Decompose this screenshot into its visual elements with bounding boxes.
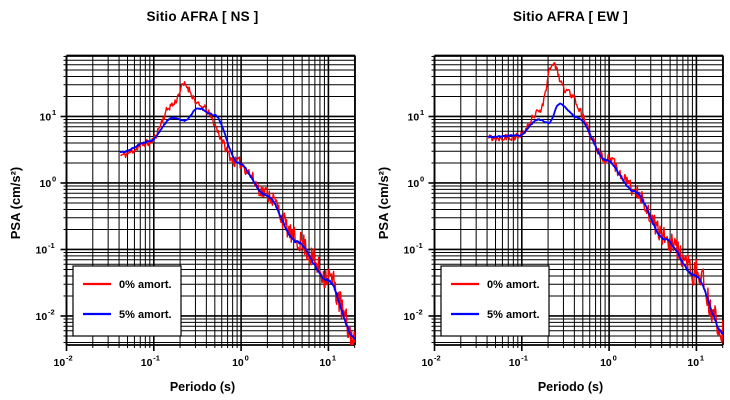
svg-text:10: 10: [319, 357, 331, 369]
svg-text:10: 10: [509, 357, 521, 369]
svg-text:-2: -2: [66, 354, 73, 363]
svg-text:-1: -1: [521, 354, 528, 363]
svg-text:1: 1: [52, 108, 56, 117]
svg-text:10: 10: [404, 311, 416, 323]
svg-text:10: 10: [40, 111, 52, 123]
svg-text:10: 10: [36, 311, 48, 323]
svg-text:0: 0: [613, 354, 617, 363]
svg-text:0: 0: [52, 174, 56, 183]
svg-text:10: 10: [54, 357, 66, 369]
svg-text:1: 1: [332, 354, 336, 363]
svg-text:0: 0: [245, 354, 249, 363]
svg-text:1: 1: [420, 108, 424, 117]
svg-text:0: 0: [420, 174, 424, 183]
svg-text:-1: -1: [48, 241, 55, 250]
svg-text:10: 10: [600, 357, 612, 369]
svg-text:5% amort.: 5% amort.: [487, 309, 540, 321]
svg-text:5% amort.: 5% amort.: [119, 309, 172, 321]
svg-text:-1: -1: [416, 241, 423, 250]
svg-text:10: 10: [36, 244, 48, 256]
svg-text:10: 10: [408, 178, 420, 190]
svg-text:0% amort.: 0% amort.: [487, 279, 540, 291]
svg-text:1: 1: [700, 354, 704, 363]
svg-text:10: 10: [408, 111, 420, 123]
svg-text:-2: -2: [416, 307, 423, 316]
svg-text:0% amort.: 0% amort.: [119, 279, 172, 291]
svg-text:-2: -2: [48, 307, 55, 316]
svg-text:-1: -1: [153, 354, 160, 363]
svg-text:10: 10: [40, 178, 52, 190]
svg-text:10: 10: [141, 357, 153, 369]
svg-text:10: 10: [687, 357, 699, 369]
svg-text:10: 10: [404, 244, 416, 256]
svg-text:-2: -2: [434, 354, 441, 363]
svg-text:10: 10: [422, 357, 434, 369]
svg-text:10: 10: [232, 357, 244, 369]
